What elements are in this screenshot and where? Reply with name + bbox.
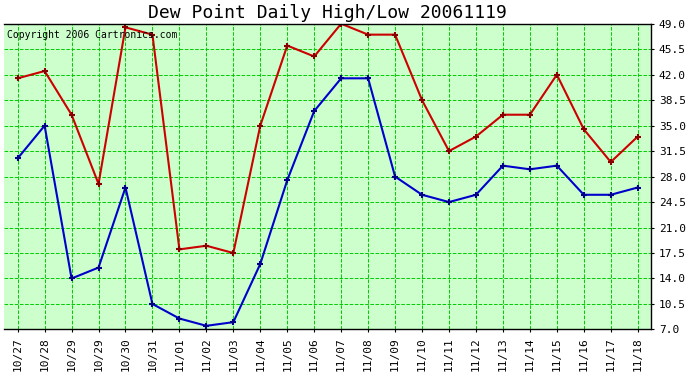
Text: Copyright 2006 Cartronics.com: Copyright 2006 Cartronics.com [8,30,178,40]
Title: Dew Point Daily High/Low 20061119: Dew Point Daily High/Low 20061119 [148,4,507,22]
